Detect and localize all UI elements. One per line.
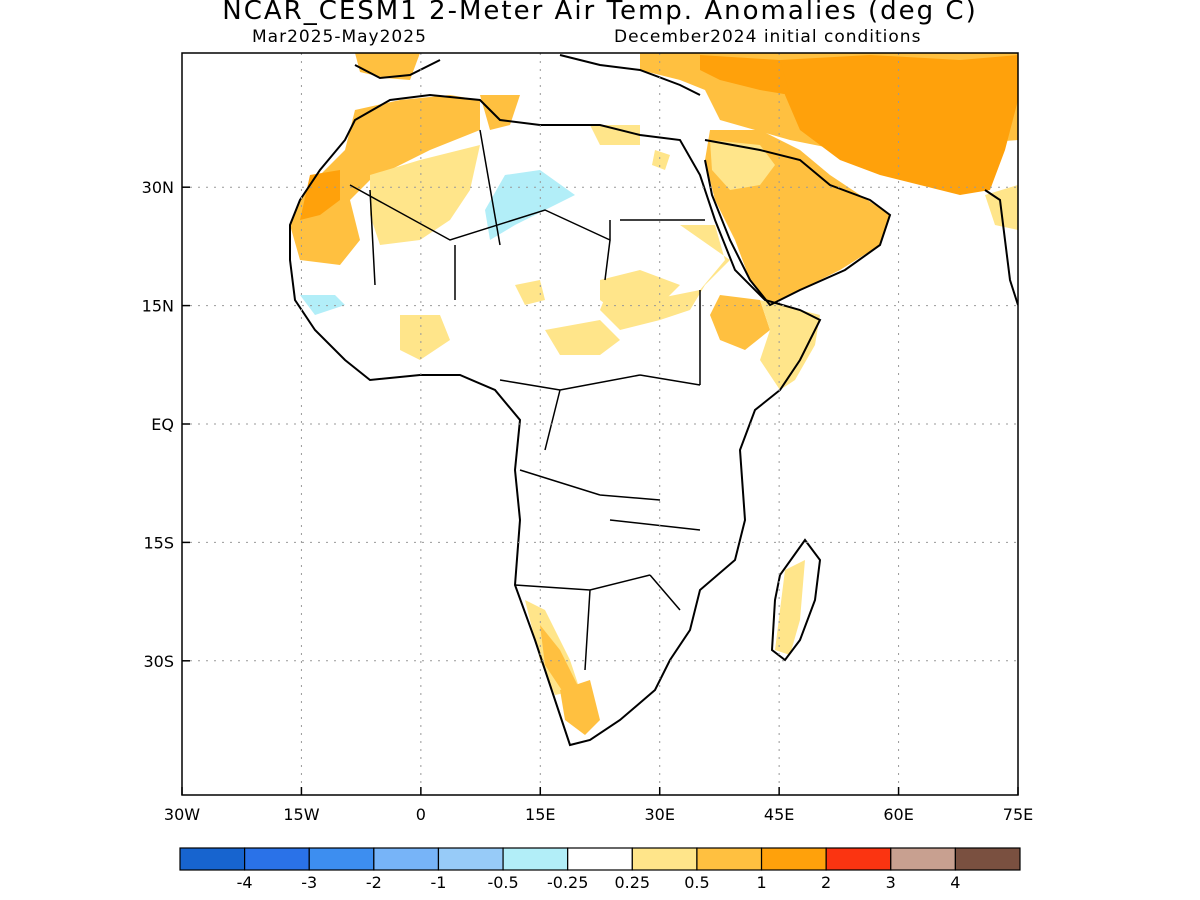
europe-coastline — [354, 54, 701, 96]
colorbar-label: 3 — [886, 873, 896, 892]
anomaly-region-northwest-africa — [290, 95, 480, 265]
lon-tick-label: 60E — [883, 805, 913, 824]
colorbar-label: 2 — [821, 873, 831, 892]
anomaly-region-algeria-north — [480, 95, 520, 130]
colorbar-swatch — [696, 847, 763, 871]
arabia-coastline — [704, 139, 892, 307]
anomaly-region-arabia-north — [710, 140, 775, 190]
anomaly-region-turkey — [700, 55, 790, 95]
lat-tick-label: 30N — [142, 178, 174, 197]
anomaly-region-madagascar — [775, 560, 805, 655]
colorbar-swatch — [825, 847, 892, 871]
colorbar: -4 -3 -2 -1 -0.5 -0.25 0.25 0.5 1 2 3 4 — [179, 847, 1021, 892]
anomaly-region-western-sahara-strong — [300, 170, 340, 220]
colorbar-label: -4 — [237, 873, 253, 892]
graticule — [182, 53, 1018, 795]
colorbar-swatch — [567, 847, 633, 871]
initial-conditions: December2024 initial conditions — [614, 27, 922, 47]
anomaly-region-chad-sudan — [600, 270, 680, 315]
lat-tick-label: EQ — [151, 415, 174, 434]
lon-tick-label: 0 — [416, 805, 426, 824]
anomaly-region-senegal-cool — [300, 295, 345, 315]
axis-ticks: 30W 15W 0 15E 30E 45E 60E 75E 30N 15N EQ 15S 30S — [142, 178, 1034, 824]
colorbar-swatch — [760, 847, 827, 871]
lon-tick-label: 30E — [644, 805, 674, 824]
anomaly-region-sahel-central — [545, 320, 620, 355]
colorbar-swatch — [244, 847, 310, 871]
anomaly-region-sahara-light — [370, 145, 480, 245]
india-coastline — [984, 189, 1018, 306]
lon-tick-label: 75E — [1003, 805, 1033, 824]
colorbar-label: 4 — [950, 873, 960, 892]
anomaly-region-libya — [590, 125, 640, 145]
colorbar-swatch — [890, 847, 956, 871]
colorbar-label: -0.5 — [487, 873, 518, 892]
forecast-period: Mar2025-May2025 — [252, 27, 427, 47]
colorbar-label: -3 — [301, 873, 317, 892]
anomaly-region-horn — [760, 300, 820, 390]
lon-tick-label: 30W — [164, 805, 200, 824]
madagascar-coastline — [770, 538, 822, 662]
colorbar-label: 1 — [756, 873, 766, 892]
anomaly-region-sahel-west — [400, 315, 450, 360]
coastlines — [289, 54, 1018, 747]
anomaly-region-libya-cool — [485, 170, 575, 240]
colorbar-label: -2 — [366, 873, 382, 892]
anomaly-region-niger — [515, 280, 545, 305]
anomaly-region-egypt — [652, 150, 670, 170]
colorbar-label: 0.25 — [614, 873, 650, 892]
lon-tick-label: 45E — [764, 805, 794, 824]
colorbar-swatch — [502, 847, 569, 871]
colorbar-label: -0.25 — [547, 873, 588, 892]
anomaly-region-ethiopia — [710, 295, 770, 350]
colorbar-swatch — [179, 847, 246, 871]
anomaly-region-south-africa — [560, 680, 600, 735]
lat-tick-label: 15S — [143, 533, 174, 552]
lat-tick-label: 15N — [142, 297, 174, 316]
colorbar-swatch — [954, 847, 1021, 871]
colorbar-swatch — [308, 847, 375, 871]
colorbar-label: 0.5 — [684, 873, 709, 892]
anomaly-region-namibia-strong — [540, 625, 580, 695]
lat-tick-label: 30S — [143, 652, 174, 671]
colorbar-swatch — [373, 847, 440, 871]
map-title: NCAR_CESM1 2-Meter Air Temp. Anomalies (… — [222, 0, 978, 26]
anomaly-shading — [290, 53, 1018, 735]
colorbar-label: -1 — [430, 873, 446, 892]
lon-tick-label: 15W — [283, 805, 319, 824]
africa-coastline — [289, 93, 822, 747]
colorbar-swatch — [437, 847, 504, 871]
country-borders — [349, 129, 705, 671]
lon-tick-label: 15E — [525, 805, 555, 824]
colorbar-swatch — [631, 847, 698, 871]
